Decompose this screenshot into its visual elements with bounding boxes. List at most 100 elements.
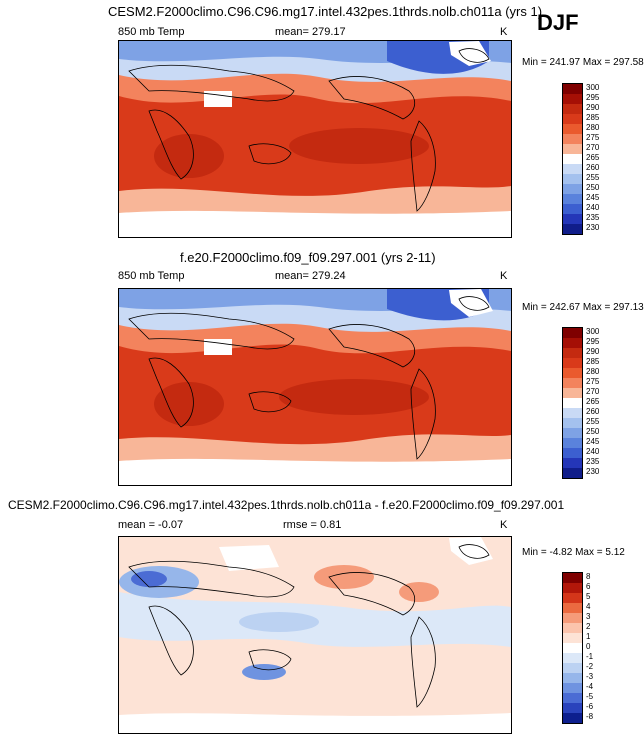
- colorbar-tick-label: 290: [586, 347, 600, 356]
- panel2-field-antarctica: [119, 458, 511, 485]
- colorbar-box: [563, 164, 582, 174]
- colorbar-box: [563, 368, 582, 378]
- panel2-field-tibet: [204, 339, 232, 355]
- colorbar-tick-label: 285: [586, 113, 600, 122]
- colorbar-tick-label: -6: [586, 702, 594, 711]
- colorbar-box: [563, 603, 582, 613]
- colorbar-tick-label: 4: [586, 602, 591, 611]
- colorbar-box: [563, 448, 582, 458]
- colorbar-box: [563, 224, 582, 234]
- colorbar-tick-label: 245: [586, 437, 600, 446]
- colorbar-tick-label: 235: [586, 213, 600, 222]
- colorbar-box: [563, 633, 582, 643]
- colorbar-tick-label: 230: [586, 223, 600, 232]
- panel3-field-pacific-warm: [314, 565, 374, 589]
- colorbar-box: [563, 428, 582, 438]
- panel1-field-antarctica: [119, 210, 511, 237]
- colorbar-box: [563, 458, 582, 468]
- panel2-minmax-label: Min = 242.67 Max = 297.13: [522, 302, 644, 313]
- colorbar-tick-label: -4: [586, 682, 594, 691]
- colorbar-tick-label: 250: [586, 427, 600, 436]
- colorbar-tick-label: 260: [586, 163, 600, 172]
- colorbar-box: [563, 583, 582, 593]
- panel2-coastlines: [128, 296, 490, 460]
- colorbar-box: [563, 338, 582, 348]
- colorbar-box: [563, 418, 582, 428]
- colorbar-tick-label: 270: [586, 143, 600, 152]
- panel1-field-africa: [154, 134, 224, 178]
- colorbar-box: [563, 194, 582, 204]
- panel2-map: [118, 288, 512, 486]
- colorbar-tick-label: 280: [586, 367, 600, 376]
- colorbar-box: [563, 134, 582, 144]
- panel3-rmse-label: rmse = 0.81: [283, 519, 342, 531]
- panel3-coastlines: [128, 544, 490, 708]
- panel1-minmax-label: Min = 241.97 Max = 297.58: [522, 57, 644, 68]
- colorbar-box: [563, 673, 582, 683]
- colorbar-tick-label: 5: [586, 592, 591, 601]
- colorbar-tick-label: 275: [586, 377, 600, 386]
- panel1-title: CESM2.F2000climo.C96.C96.mg17.intel.432p…: [108, 4, 543, 19]
- colorbar-box: [563, 683, 582, 693]
- colorbar-tick-label: -5: [586, 692, 594, 701]
- colorbar-tick-label: 255: [586, 173, 600, 182]
- colorbar-box: [563, 214, 582, 224]
- colorbar-box: [563, 84, 582, 94]
- colorbar-tick-label: 6: [586, 582, 591, 591]
- panel1-field-warmpool: [289, 128, 429, 164]
- colorbar-tick-label: 3: [586, 612, 591, 621]
- colorbar-box: [563, 593, 582, 603]
- colorbar-tick-label: 235: [586, 457, 600, 466]
- panel3-field-australia-cold: [242, 664, 286, 680]
- panel3-field-tibet: [219, 545, 279, 571]
- panel3-colorbar: [562, 572, 583, 724]
- colorbar-tick-label: 260: [586, 407, 600, 416]
- colorbar-box: [563, 408, 582, 418]
- panel2-colorbar: [562, 327, 583, 479]
- colorbar-box: [563, 154, 582, 164]
- colorbar-tick-label: 280: [586, 123, 600, 132]
- colorbar-tick-label: 255: [586, 417, 600, 426]
- panel3-field-antarctica: [119, 713, 511, 733]
- colorbar-box: [563, 663, 582, 673]
- colorbar-tick-label: 1: [586, 632, 591, 641]
- panel3-title: CESM2.F2000climo.C96.C96.mg17.intel.432p…: [8, 498, 565, 512]
- panel1-field-greenland: [449, 41, 491, 66]
- colorbar-tick-label: 270: [586, 387, 600, 396]
- panel1-variable-label: 850 mb Temp: [118, 26, 185, 38]
- colorbar-box: [563, 468, 582, 478]
- colorbar-box: [563, 643, 582, 653]
- colorbar-tick-label: 300: [586, 327, 600, 336]
- colorbar-tick-label: 300: [586, 83, 600, 92]
- colorbar-tick-label: -3: [586, 672, 594, 681]
- colorbar-box: [563, 613, 582, 623]
- colorbar-tick-label: 250: [586, 183, 600, 192]
- colorbar-box: [563, 144, 582, 154]
- colorbar-box: [563, 693, 582, 703]
- colorbar-box: [563, 184, 582, 194]
- panel1-mean-label: mean= 279.17: [275, 26, 346, 38]
- colorbar-box: [563, 358, 582, 368]
- colorbar-tick-label: 8: [586, 572, 591, 581]
- colorbar-box: [563, 378, 582, 388]
- colorbar-tick-label: -1: [586, 652, 594, 661]
- panel2-units-label: K: [500, 270, 508, 282]
- panel3-mean-label: mean = -0.07: [118, 519, 184, 531]
- colorbar-tick-label: 265: [586, 397, 600, 406]
- panel1-field-tibet: [204, 91, 232, 107]
- colorbar-tick-label: -8: [586, 712, 594, 721]
- colorbar-box: [563, 653, 582, 663]
- colorbar-tick-label: 230: [586, 467, 600, 476]
- colorbar-tick-label: 2: [586, 622, 591, 631]
- colorbar-box: [563, 438, 582, 448]
- panel1-coastlines: [128, 48, 490, 212]
- panel2-field-africa: [154, 382, 224, 426]
- colorbar-tick-label: 295: [586, 337, 600, 346]
- panel3-field-indian: [239, 612, 319, 632]
- panel1-colorbar: [562, 83, 583, 235]
- panel1-units-label: K: [500, 26, 508, 38]
- colorbar-box: [563, 328, 582, 338]
- colorbar-tick-label: 285: [586, 357, 600, 366]
- panel3-map: [118, 536, 512, 734]
- colorbar-box: [563, 398, 582, 408]
